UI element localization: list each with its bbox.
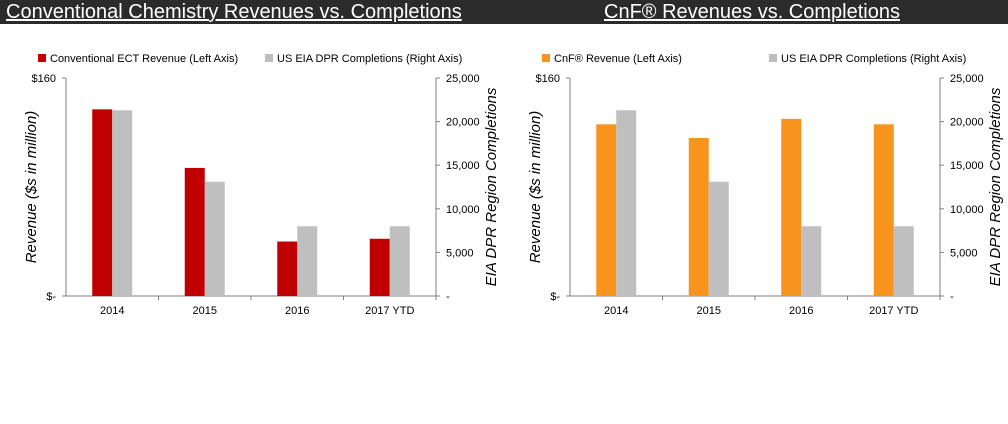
right-tick-label: - (446, 291, 450, 303)
legend-swatch-1 (769, 54, 777, 62)
right-tick-label: 25,000 (446, 73, 480, 85)
category-label: 2016 (285, 305, 309, 317)
completions-bar-2014 (616, 110, 637, 296)
right-tick-label: 10,000 (446, 204, 480, 216)
legend-label-1: US EIA DPR Completions (Right Axis) (277, 53, 462, 65)
right-tick-label: 15,000 (446, 160, 480, 172)
category-label: 2016 (789, 305, 813, 317)
category-label: 2015 (193, 305, 217, 317)
category-label: 2017 YTD (365, 305, 414, 317)
right-tick-label: 5,000 (950, 247, 978, 259)
revenue-bar-2014 (596, 124, 617, 296)
left-tick-label: $- (46, 291, 56, 303)
right-tick-label: - (950, 291, 954, 303)
left-axis-title: Revenue ($s in million) (527, 111, 544, 264)
left-axis-title: Revenue ($s in million) (23, 111, 40, 264)
category-label: 2014 (604, 305, 628, 317)
revenue-bar-2015 (184, 167, 205, 296)
legend-swatch-1 (265, 54, 273, 62)
completions-bar-2014 (112, 110, 133, 296)
revenue-bar-2017-ytd (369, 238, 390, 296)
legend-swatch-0 (38, 54, 46, 62)
legend-label-0: CnF® Revenue (Left Axis) (554, 53, 682, 65)
right-tick-label: 10,000 (950, 204, 984, 216)
legend-swatch-0 (542, 54, 550, 62)
left-tick-label: $160 (536, 73, 560, 85)
right-axis-title: EIA DPR Region Completions (483, 87, 500, 286)
revenue-bar-2014 (92, 109, 113, 297)
conventional-chart-panel: Conventional ECT Revenue (Left Axis) US E… (0, 44, 504, 419)
left-chart-title: Conventional Chemistry Revenues vs. Comp… (6, 1, 462, 23)
right-chart-title: CnF® Revenues vs. Completions (604, 1, 900, 23)
completions-bar-2017-ytd (389, 226, 410, 296)
revenue-bar-2015 (688, 137, 709, 296)
revenue-bar-2016 (277, 241, 298, 296)
cnf-chart-panel: CnF® Revenue (Left Axis) US EIA DPR Compl… (504, 44, 1008, 419)
left-tick-label: $- (550, 291, 560, 303)
category-label: 2017 YTD (869, 305, 918, 317)
right-tick-label: 25,000 (950, 73, 984, 85)
revenue-bar-2017-ytd (873, 124, 894, 296)
right-tick-label: 5,000 (446, 247, 474, 259)
legend-label-0: Conventional ECT Revenue (Left Axis) (50, 53, 238, 65)
right-tick-label: 15,000 (950, 160, 984, 172)
category-label: 2015 (697, 305, 721, 317)
right-tick-label: 20,000 (950, 117, 984, 129)
revenue-bar-2016 (781, 118, 802, 296)
legend-label-1: US EIA DPR Completions (Right Axis) (781, 53, 966, 65)
completions-bar-2017-ytd (893, 226, 914, 296)
completions-bar-2016 (801, 226, 822, 296)
header-bar: Conventional Chemistry Revenues vs. Comp… (0, 0, 1008, 24)
conventional-revenue-chart: Conventional ECT Revenue (Left Axis) US E… (23, 53, 500, 317)
completions-bar-2015 (204, 181, 225, 296)
right-axis-title: EIA DPR Region Completions (987, 87, 1004, 286)
completions-bar-2015 (708, 181, 729, 296)
left-tick-label: $160 (32, 73, 56, 85)
completions-bar-2016 (297, 226, 318, 296)
right-tick-label: 20,000 (446, 117, 480, 129)
cnf-revenue-chart: CnF® Revenue (Left Axis) US EIA DPR Compl… (527, 53, 1004, 317)
category-label: 2014 (100, 305, 124, 317)
